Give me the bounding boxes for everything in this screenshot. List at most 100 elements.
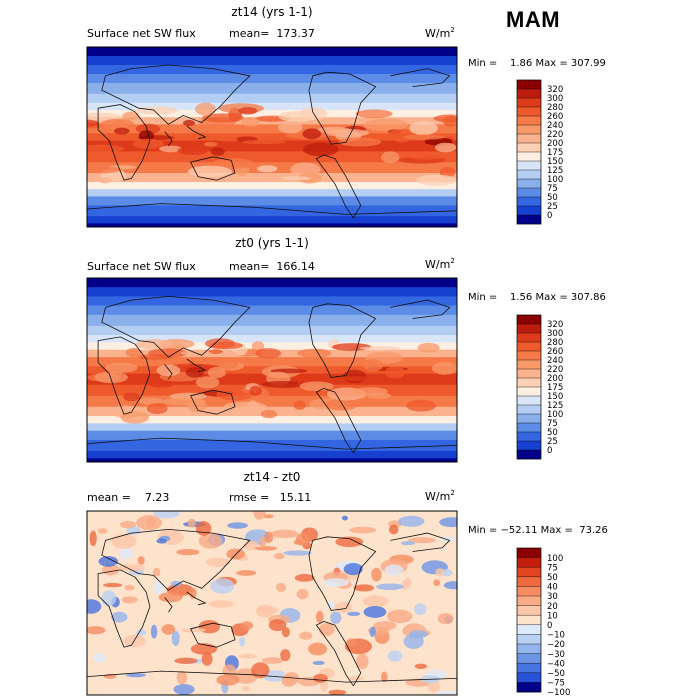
min-max-label: Min = 1.56 Max = 307.86 <box>468 292 606 303</box>
figure: zt14 (yrs 1-1) Surface net SW flux mean=… <box>0 0 700 700</box>
colorbar-swatch <box>517 577 541 587</box>
diff-patch <box>210 578 234 593</box>
flux-patch <box>183 120 195 126</box>
flux-patch <box>238 107 257 115</box>
diff-patch <box>199 533 223 548</box>
colorbar-swatch <box>517 441 541 450</box>
colorbar-swatch <box>517 333 541 342</box>
diff-patch <box>439 517 465 527</box>
diff-patch <box>385 564 403 575</box>
panel-zt14: zt14 (yrs 1-1) Surface net SW flux mean=… <box>75 5 606 228</box>
panel-title: zt0 (yrs 1-1) <box>235 236 309 250</box>
diff-patch <box>120 521 136 528</box>
colorbar-swatch <box>517 414 541 423</box>
diff-patch <box>174 658 197 664</box>
flux-patch <box>208 367 226 378</box>
flux-patch <box>123 393 140 402</box>
flux-band <box>87 423 457 431</box>
flux-band <box>87 451 457 459</box>
flux-band <box>87 189 457 197</box>
diff-patch <box>176 549 199 555</box>
diff-patch <box>124 585 134 591</box>
panel-difference: zt14 - zt0 mean = 7.23 rmse = 15.11 W/m2… <box>81 470 608 698</box>
flux-patch <box>149 381 173 387</box>
colorbar-tick-label: −75 <box>547 679 565 689</box>
colorbar-swatch <box>517 152 541 161</box>
colorbar-swatch <box>517 170 541 179</box>
flux-patch <box>156 365 180 377</box>
colorbar-swatch <box>517 387 541 396</box>
diff-patch <box>85 626 105 634</box>
colorbar-swatch <box>517 558 541 568</box>
panel-title: zt14 (yrs 1-1) <box>231 5 312 19</box>
colorbar-swatch <box>517 315 541 324</box>
flux-band <box>87 94 457 104</box>
flux-patch <box>297 349 331 358</box>
colorbar-swatch <box>517 369 541 378</box>
units-label: W/m2 <box>425 26 455 40</box>
diff-patch <box>153 568 160 577</box>
diff-patch <box>401 541 415 545</box>
colorbar-swatch <box>517 663 541 673</box>
colorbar-swatch <box>517 161 541 170</box>
diff-patch <box>177 671 187 685</box>
flux-patch <box>405 152 447 160</box>
flux-patch <box>443 116 458 127</box>
colorbar-tick-label: 10 <box>547 611 558 621</box>
flux-patch <box>278 122 302 134</box>
colorbar-swatch <box>517 215 541 224</box>
colorbar-swatch <box>517 644 541 654</box>
diff-patch <box>414 603 426 615</box>
diff-patch <box>369 627 375 638</box>
diff-patch <box>364 606 387 618</box>
flux-patch <box>224 402 267 412</box>
colorbar-swatch <box>517 606 541 616</box>
units-label: W/m2 <box>425 489 455 503</box>
field-label: Surface net SW flux <box>87 27 196 40</box>
flux-patch <box>187 400 207 412</box>
diff-patch <box>216 674 239 685</box>
min-max-label: Min = −52.11 Max = 73.26 <box>468 525 608 536</box>
colorbar-swatch <box>517 143 541 152</box>
units-exponent: 2 <box>450 26 454 34</box>
colorbar-tick-label: −40 <box>547 659 565 669</box>
mean-label: mean= 166.14 <box>229 260 315 273</box>
flux-patch <box>133 139 164 149</box>
diff-patch <box>388 650 403 661</box>
flux-patch <box>105 363 138 373</box>
min-max-label: Min = 1.86 Max = 307.99 <box>468 58 606 69</box>
flux-patch <box>99 177 112 184</box>
diff-patch <box>349 527 376 534</box>
diff-patch <box>398 516 424 527</box>
diff-patch <box>363 595 389 607</box>
diff-patch <box>344 563 363 575</box>
colorbar-tick-label: −10 <box>547 631 565 641</box>
flux-patch <box>418 343 440 353</box>
diff-patch <box>208 600 233 608</box>
flux-patch <box>367 392 392 398</box>
diff-patch <box>328 690 346 695</box>
flux-band <box>87 74 457 84</box>
diff-patch <box>138 556 145 565</box>
diff-patch <box>103 583 122 587</box>
diff-patch <box>280 649 290 661</box>
diff-patch <box>297 589 309 599</box>
flux-band <box>87 440 457 452</box>
colorbar-swatch <box>517 89 541 98</box>
diff-patch <box>181 628 206 632</box>
diff-patch <box>254 506 266 520</box>
flux-patch <box>303 143 339 157</box>
diff-patch <box>335 602 352 613</box>
colorbar-tick-label: 30 <box>547 592 558 602</box>
diff-patch <box>122 596 138 603</box>
diff-patch <box>319 623 335 636</box>
flux-patch <box>241 117 259 127</box>
diff-patch <box>171 581 182 587</box>
flux-band <box>87 56 457 66</box>
colorbar-swatch <box>517 80 541 89</box>
diff-patch <box>206 558 230 568</box>
colorbar-tick-label: 0 <box>547 621 552 631</box>
diff-patch <box>444 581 464 589</box>
map-field <box>81 506 465 696</box>
flux-patch <box>326 129 369 137</box>
